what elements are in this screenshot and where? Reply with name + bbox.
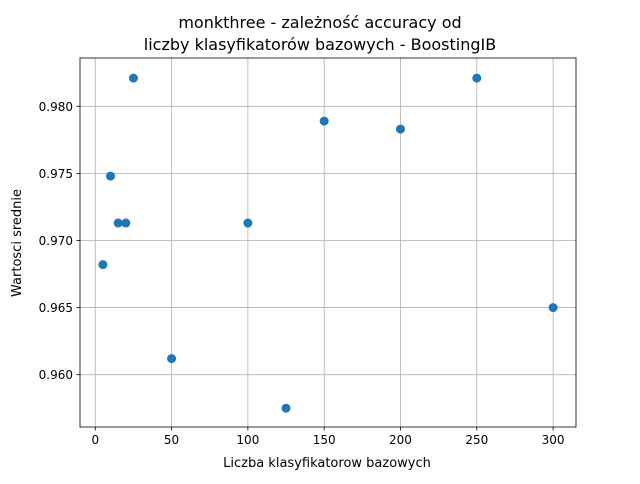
y-axis-label: Wartosci srednie [10,189,25,297]
x-tick-label: 300 [542,433,565,447]
x-tick-label: 0 [91,433,99,447]
grid-lines [80,58,576,427]
scatter-point [121,218,131,228]
x-tick-label: 200 [389,433,412,447]
scatter-point [472,73,482,83]
y-tick-label: 0.975 [39,167,73,181]
scatter-point [281,403,291,413]
x-axis-label: Liczba klasyfikatorow bazowych [223,456,431,471]
scatter-point [167,354,177,364]
chart-title-line1: monkthree - zależność accuracy od [178,13,461,32]
axis-ticks: 0 50 100 150 200 250 300 0.960 0.965 0.970 0.975 0.… [39,100,565,447]
scatter-point [128,73,138,83]
plot-frame [79,57,577,428]
y-tick-label: 0.970 [39,234,73,248]
y-tick-label: 0.960 [39,368,73,382]
scatter-point [243,218,253,228]
scatter-point [548,303,558,313]
scatter-point [106,171,116,181]
x-tick-label: 150 [313,433,336,447]
x-tick-label: 100 [236,433,259,447]
x-tick-label: 250 [465,433,488,447]
scatter-point [395,124,405,134]
data-points [98,73,558,413]
y-tick-label: 0.980 [39,100,73,114]
scatter-point [113,218,123,228]
chart-title-line2: liczby klasyfikatorów bazowych - Boostin… [144,35,496,54]
x-tick-label: 50 [164,433,179,447]
scatter-point [98,260,108,270]
y-tick-label: 0.965 [39,301,73,315]
scatter-point [319,116,329,126]
